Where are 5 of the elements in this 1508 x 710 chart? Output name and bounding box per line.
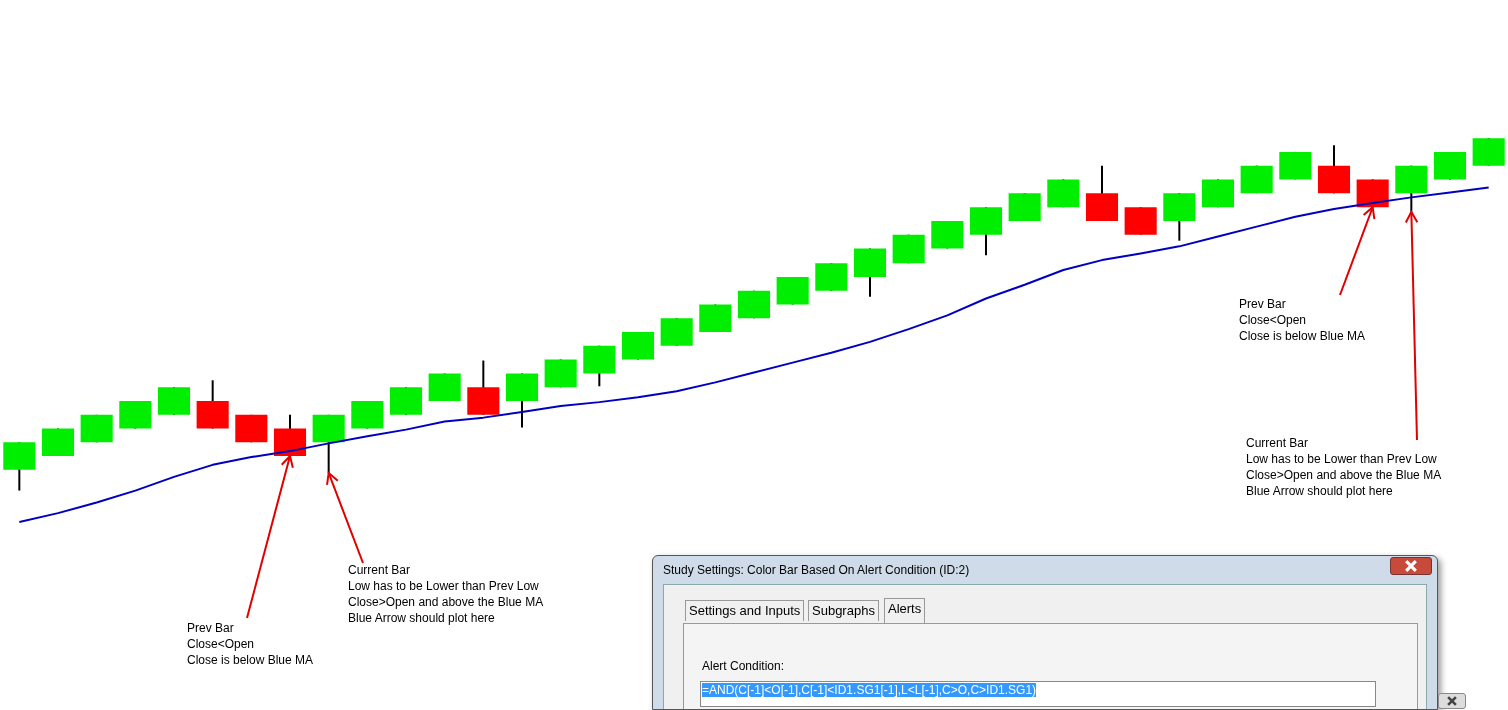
annotation: Current Bar Low has to be Lower than Prev Low Close>Open and above the Blue MA Blue Arrow should plot here — [1246, 435, 1442, 499]
text: Current Bar Low has to be Lower than Prev Low Close>Open and above the Blue MA Blue Arrow should plot here — [348, 562, 544, 626]
settings-dialog: Study Settings: Color Bar Based On Alert Condition (ID:2) Settings and Inputs Subgraphs Alerts Alert Condition: =AND(C[-1]<O[-1],C[-1]<ID1.SG1[-1],L<L[-1],C>O,C>ID1.SG1) — [652, 555, 1438, 710]
annotation: Prev Bar Close<Open Close is below Blue MA — [1239, 296, 1366, 344]
text: Prev Bar Close<Open Close is below Blue MA — [187, 620, 314, 668]
